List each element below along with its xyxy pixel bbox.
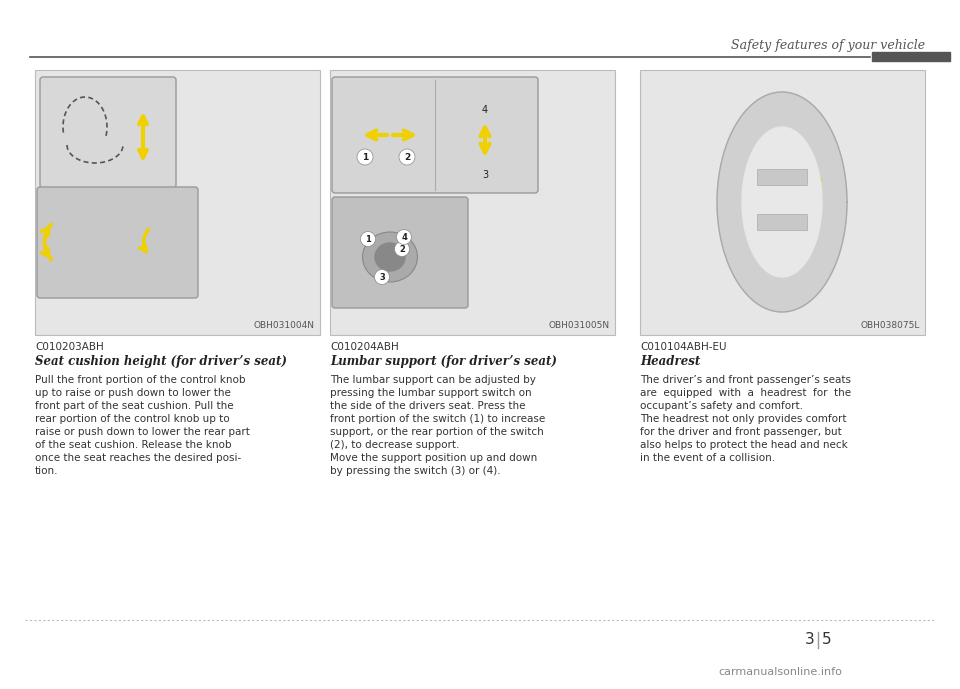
Text: Lumbar support (for driver’s seat): Lumbar support (for driver’s seat)	[330, 355, 557, 368]
Text: Safety features of your vehicle: Safety features of your vehicle	[731, 39, 925, 52]
Text: 5: 5	[822, 633, 831, 648]
Text: rear portion of the control knob up to: rear portion of the control knob up to	[35, 414, 229, 424]
Text: Headrest: Headrest	[640, 355, 700, 368]
Circle shape	[399, 149, 415, 165]
Text: are  equipped  with  a  headrest  for  the: are equipped with a headrest for the	[640, 388, 852, 398]
Text: 4: 4	[401, 232, 407, 242]
Text: front portion of the switch (1) to increase: front portion of the switch (1) to incre…	[330, 414, 545, 424]
Text: 1: 1	[365, 234, 371, 243]
Text: the side of the drivers seat. Press the: the side of the drivers seat. Press the	[330, 401, 525, 411]
Text: front part of the seat cushion. Pull the: front part of the seat cushion. Pull the	[35, 401, 233, 411]
Circle shape	[396, 229, 412, 245]
Text: 4: 4	[482, 105, 488, 115]
Polygon shape	[742, 127, 822, 277]
Text: 3: 3	[482, 170, 488, 180]
Text: OBH031005N: OBH031005N	[549, 321, 610, 330]
Text: Pull the front portion of the control knob: Pull the front portion of the control kn…	[35, 375, 246, 385]
Circle shape	[361, 232, 375, 247]
FancyBboxPatch shape	[37, 187, 198, 298]
Bar	[757, 169, 807, 185]
Text: C010104ABH-EU: C010104ABH-EU	[640, 342, 727, 352]
Text: OBH038075L: OBH038075L	[860, 321, 920, 330]
Text: Move the support position up and down: Move the support position up and down	[330, 453, 538, 463]
Text: of the seat cushion. Release the knob: of the seat cushion. Release the knob	[35, 440, 231, 450]
Text: (2), to decrease support.: (2), to decrease support.	[330, 440, 460, 450]
Text: also helps to protect the head and neck: also helps to protect the head and neck	[640, 440, 848, 450]
Text: support, or the rear portion of the switch: support, or the rear portion of the swit…	[330, 427, 543, 437]
Text: Seat cushion height (for driver’s seat): Seat cushion height (for driver’s seat)	[35, 355, 287, 368]
Text: tion.: tion.	[35, 466, 59, 476]
Text: occupant’s safety and comfort.: occupant’s safety and comfort.	[640, 401, 803, 411]
Text: OBH031004N: OBH031004N	[254, 321, 315, 330]
Circle shape	[395, 242, 410, 256]
Text: up to raise or push down to lower the: up to raise or push down to lower the	[35, 388, 230, 398]
Bar	[640, 70, 925, 335]
Text: The driver’s and front passenger’s seats: The driver’s and front passenger’s seats	[640, 375, 851, 385]
Text: by pressing the switch (3) or (4).: by pressing the switch (3) or (4).	[330, 466, 500, 476]
Text: The headrest not only provides comfort: The headrest not only provides comfort	[640, 414, 847, 424]
Text: 1: 1	[362, 152, 368, 161]
Circle shape	[374, 269, 390, 285]
Bar	[330, 70, 615, 335]
Text: C010204ABH: C010204ABH	[330, 342, 398, 352]
Bar	[35, 70, 320, 335]
Text: in the event of a collision.: in the event of a collision.	[640, 453, 775, 463]
Polygon shape	[717, 92, 847, 312]
Text: pressing the lumbar support switch on: pressing the lumbar support switch on	[330, 388, 532, 398]
Text: The lumbar support can be adjusted by: The lumbar support can be adjusted by	[330, 375, 536, 385]
Ellipse shape	[363, 232, 418, 282]
FancyBboxPatch shape	[40, 77, 176, 188]
Circle shape	[357, 149, 373, 165]
Text: C010203ABH: C010203ABH	[35, 342, 104, 352]
Text: 2: 2	[399, 245, 405, 254]
Text: raise or push down to lower the rear part: raise or push down to lower the rear par…	[35, 427, 250, 437]
FancyBboxPatch shape	[332, 77, 538, 193]
Ellipse shape	[375, 243, 405, 271]
Text: 3: 3	[805, 633, 815, 648]
Text: once the seat reaches the desired posi-: once the seat reaches the desired posi-	[35, 453, 241, 463]
Bar	[757, 214, 807, 230]
Text: 3: 3	[379, 273, 385, 282]
FancyBboxPatch shape	[332, 197, 468, 308]
Text: for the driver and front passenger, but: for the driver and front passenger, but	[640, 427, 842, 437]
Bar	[872, 52, 950, 61]
Text: 2: 2	[404, 152, 410, 161]
Text: carmanualsonline.info: carmanualsonline.info	[718, 667, 842, 677]
